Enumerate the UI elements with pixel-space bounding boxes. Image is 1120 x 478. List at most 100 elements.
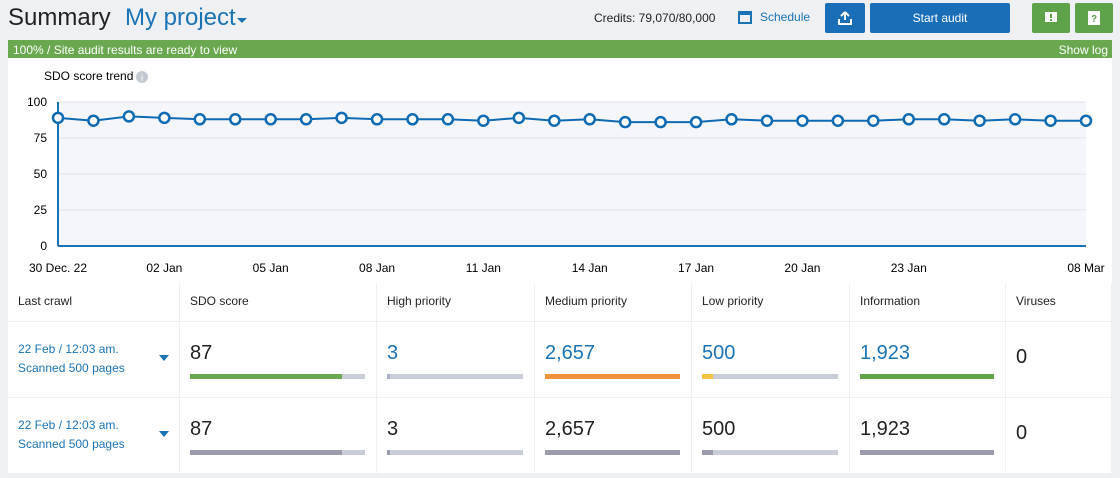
- caret: [159, 355, 169, 361]
- point: [1079, 114, 1093, 127]
- point: [937, 113, 951, 126]
- cell-value: 87: [190, 418, 213, 440]
- export-button[interactable]: [825, 3, 865, 33]
- column-header: Last crawl: [8, 284, 179, 321]
- help-button[interactable]: ?: [1075, 3, 1113, 33]
- progress-track: [387, 450, 523, 455]
- progress-track: [860, 450, 994, 455]
- table-cell: 3: [377, 398, 534, 473]
- table-cell: 500: [692, 398, 849, 473]
- progress-fill: [387, 374, 390, 379]
- crawl-pages[interactable]: Scanned 500 pages: [18, 437, 125, 451]
- table-cell: 2,657: [535, 322, 691, 397]
- point: [441, 113, 455, 126]
- help-icon: ?: [1088, 11, 1100, 25]
- cell-value[interactable]: 500: [702, 342, 736, 364]
- point: [867, 114, 880, 127]
- progress-track: [545, 450, 680, 455]
- point: [122, 110, 136, 123]
- progress-track: [702, 374, 838, 379]
- table-cell: 1,923: [850, 322, 1005, 397]
- point: [973, 114, 986, 127]
- y-tick-label: 50: [34, 167, 48, 181]
- info-glyph: i: [141, 73, 143, 83]
- progress-fill: [860, 374, 994, 379]
- table-cell: 0: [1006, 322, 1111, 397]
- cell-value: 87: [190, 342, 213, 364]
- progress-track: [387, 374, 523, 379]
- progress-fill: [702, 374, 713, 379]
- x-tick-label: 02 Jan: [146, 261, 182, 275]
- caret: [159, 431, 169, 437]
- status-bar: 100% / Site audit results are ready to v…: [8, 40, 1112, 58]
- point: [299, 113, 313, 126]
- schedule-link[interactable]: Schedule: [738, 9, 810, 24]
- column-header: High priority: [377, 284, 534, 321]
- point: [370, 113, 384, 126]
- status-message: 100% / Site audit results are ready to v…: [13, 43, 238, 57]
- row-toggle[interactable]: [159, 431, 169, 437]
- crawl-date[interactable]: 22 Feb / 12:03 am.: [18, 418, 119, 432]
- table-cell: 22 Feb / 12:03 am. Scanned 500 pages: [8, 398, 179, 473]
- chart-title: SDO score trend: [44, 69, 133, 83]
- credits: Credits: 79,070/80,000: [594, 11, 716, 25]
- progress-fill: [190, 374, 343, 379]
- progress-track: [190, 450, 365, 455]
- progress-fill: [190, 450, 343, 455]
- progress-fill: [545, 450, 680, 455]
- column-header: SDO score: [180, 284, 376, 321]
- info-icon[interactable]: [136, 71, 148, 83]
- point: [87, 114, 100, 127]
- column-header: Low priority: [692, 284, 849, 321]
- x-tick-label: 08 Jan: [359, 261, 395, 275]
- column-header: Viruses: [1006, 284, 1111, 321]
- point: [1044, 114, 1057, 127]
- y-tick-label: 0: [40, 239, 47, 253]
- caret: [236, 18, 247, 23]
- x-tick-label: 05 Jan: [253, 261, 289, 275]
- page-title: Summary: [8, 4, 111, 31]
- start-audit-button[interactable]: Start audit: [870, 3, 1010, 33]
- crawl-date[interactable]: 22 Feb / 12:03 am.: [18, 342, 119, 356]
- table-cell: 87: [180, 398, 376, 473]
- point: [583, 113, 596, 126]
- column-header: Information: [850, 284, 1005, 321]
- cell-value[interactable]: 2,657: [545, 342, 596, 364]
- cell-value[interactable]: 1,923: [860, 342, 911, 364]
- table-cell: 3: [377, 322, 534, 397]
- y-tick-label: 75: [34, 131, 48, 145]
- cell-value[interactable]: 3: [387, 342, 399, 364]
- table-cell: 1,923: [850, 398, 1005, 473]
- feedback-button[interactable]: [1032, 3, 1070, 33]
- start-audit-text: Start audit: [912, 11, 968, 25]
- crawl-pages[interactable]: Scanned 500 pages: [18, 361, 125, 375]
- y-tick-label: 25: [34, 203, 48, 217]
- point: [1008, 113, 1022, 126]
- progress-fill: [387, 450, 390, 455]
- point: [831, 114, 845, 127]
- point: [228, 113, 242, 126]
- table-cell: 22 Feb / 12:03 am. Scanned 500 pages: [8, 322, 179, 397]
- row-toggle[interactable]: [159, 355, 169, 361]
- svg-text:?: ?: [1091, 14, 1097, 25]
- point: [689, 115, 703, 129]
- point: [51, 111, 65, 125]
- cell-value: 500: [702, 418, 736, 440]
- progress-fill: [860, 450, 994, 455]
- column-header: Medium priority: [535, 284, 691, 321]
- point: [548, 114, 561, 127]
- project-selector[interactable]: My project: [125, 4, 248, 32]
- progress-track: [702, 450, 838, 455]
- cell-value: 0: [1016, 346, 1028, 368]
- point: [335, 111, 348, 125]
- point: [796, 114, 809, 127]
- schedule-text: Schedule: [760, 9, 811, 24]
- progress-track: [190, 374, 365, 379]
- point: [477, 114, 490, 127]
- show-log[interactable]: Show log: [1058, 43, 1108, 57]
- x-tick-label: 14 Jan: [572, 261, 608, 275]
- point: [193, 113, 207, 126]
- point: [158, 111, 171, 125]
- point: [512, 111, 526, 125]
